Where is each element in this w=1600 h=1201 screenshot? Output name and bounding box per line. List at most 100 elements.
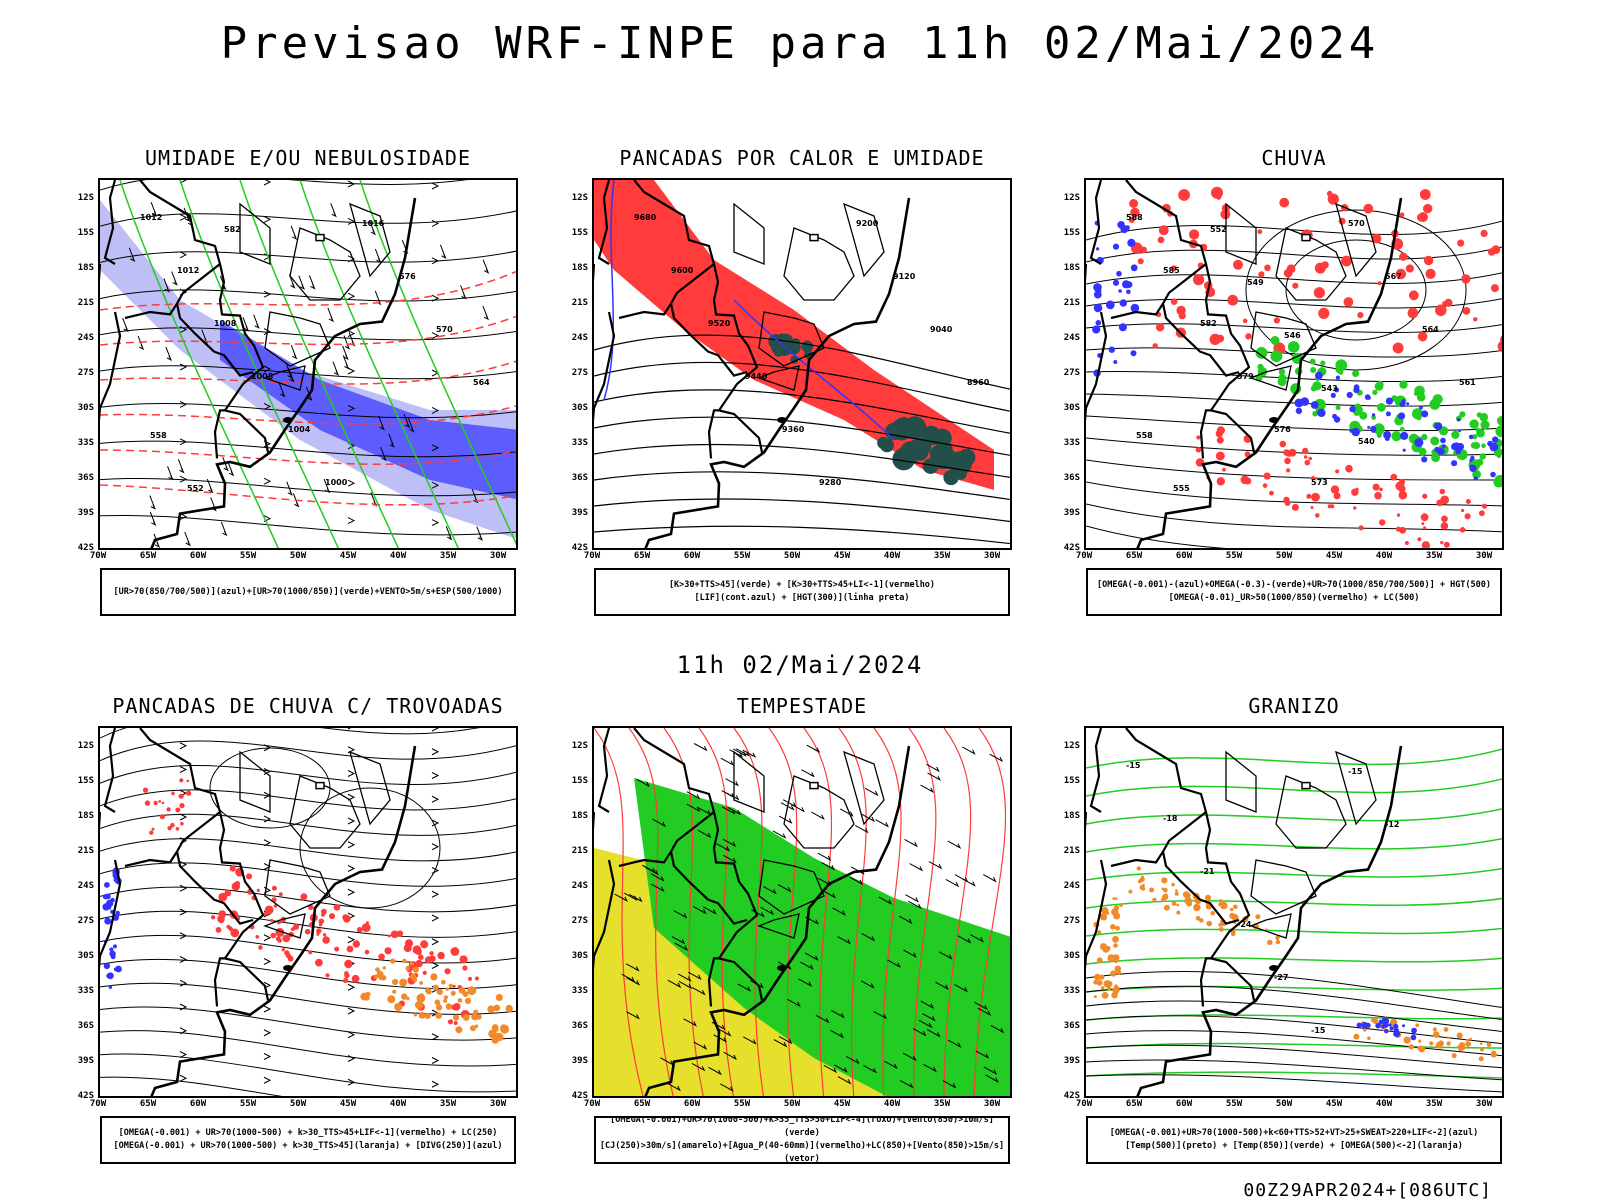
precip-cell	[1460, 527, 1466, 533]
wind-vector	[865, 788, 877, 795]
streamline-arrow	[432, 728, 438, 731]
latitude-tick-label: 39S	[1050, 508, 1080, 518]
precip-cell	[1372, 390, 1377, 395]
contour-label: 564	[1422, 325, 1439, 334]
wind-vector	[928, 773, 940, 780]
precip-cell	[1422, 494, 1427, 499]
map-frame	[98, 726, 518, 1098]
streamline-arrow	[432, 773, 438, 779]
precip-cell	[1471, 442, 1478, 449]
temp850-contour	[1086, 868, 1504, 880]
precip-cell	[1304, 455, 1308, 459]
precip-cell	[282, 948, 285, 951]
precip-cell	[433, 985, 439, 991]
lagoa-dos-patos	[283, 965, 293, 971]
wind-vector	[962, 747, 974, 754]
precip-cell	[279, 892, 283, 896]
latitude-tick-label: 30S	[558, 403, 588, 413]
precip-cell	[1386, 411, 1391, 416]
longitude-tick-label: 65W	[133, 551, 163, 561]
precip-cell	[1366, 1023, 1371, 1028]
precip-cell	[1233, 905, 1238, 910]
precip-cell	[1164, 905, 1170, 911]
federal-district	[1302, 235, 1310, 241]
temp500-contour	[1086, 986, 1504, 1020]
wind-vector	[150, 512, 155, 525]
precip-cell	[1487, 1042, 1492, 1047]
streamline-arrow	[180, 814, 186, 820]
precip-cell	[114, 877, 119, 882]
precip-cell	[1158, 237, 1165, 244]
streamline-arrow	[348, 1056, 354, 1062]
precip-cell	[1129, 199, 1138, 208]
precip-cell	[1114, 984, 1117, 987]
longitude-tick-label: 50W	[1269, 551, 1299, 561]
precip-cell	[105, 894, 111, 900]
precip-cell	[446, 987, 450, 991]
precip-cell	[1193, 904, 1200, 911]
precip-cell	[1440, 541, 1443, 544]
longitude-tick-label: 40W	[383, 551, 413, 561]
precip-cell	[1400, 432, 1408, 440]
precip-cell	[1159, 225, 1169, 235]
country-border	[1126, 180, 1254, 452]
precip-cell	[347, 946, 354, 953]
precip-cell	[1258, 271, 1264, 277]
precip-cell	[1120, 299, 1127, 306]
latitude-tick-label: 18S	[64, 811, 94, 821]
precip-cell	[1206, 921, 1212, 927]
streamline-arrow	[348, 331, 354, 337]
precip-cell	[1473, 317, 1477, 321]
precip-cell	[149, 831, 153, 835]
precip-cell	[1311, 401, 1319, 409]
latitude-tick-label: 33S	[558, 986, 588, 996]
precip-cell	[1216, 430, 1223, 437]
contour-label: -15	[1348, 767, 1363, 776]
wind-vector	[291, 345, 296, 358]
precip-cell	[1469, 459, 1472, 462]
precip-cell	[1430, 437, 1439, 446]
precip-cell	[401, 993, 407, 999]
streamline-arrow	[348, 818, 354, 824]
latitude-tick-label: 27S	[1050, 916, 1080, 926]
wind-vector	[948, 841, 960, 848]
precip-cell	[1367, 426, 1370, 429]
streamline-arrow	[432, 915, 438, 921]
precip-cell	[256, 935, 260, 939]
precip-cell	[1458, 429, 1461, 432]
precip-cell	[323, 933, 326, 936]
wind-vector	[291, 226, 296, 239]
precip-cell	[1264, 473, 1271, 480]
precip-cell	[1434, 422, 1442, 430]
precip-cell	[419, 1012, 426, 1019]
shaded-region	[100, 200, 518, 540]
wind-vector	[483, 260, 488, 273]
precip-cell	[1444, 542, 1450, 548]
legend-line: [K>30+TTS>45](verde) + [K>30+TTS>45+LI<-…	[596, 579, 1008, 592]
wind-vector	[811, 812, 823, 819]
contour-label: 564	[473, 378, 490, 387]
country-border	[215, 958, 225, 1006]
precip-cell	[1411, 1035, 1417, 1041]
precip-cell	[1244, 477, 1251, 484]
streamline-arrow	[264, 1077, 270, 1083]
precip-cell	[1113, 280, 1119, 286]
contour-label: 1012	[177, 266, 199, 275]
precip-cell	[286, 953, 291, 958]
country-border	[1201, 410, 1211, 458]
precip-cell	[1163, 888, 1168, 893]
hgt-contour	[594, 526, 1012, 544]
precip-cell	[1263, 483, 1268, 488]
precip-cell	[1115, 897, 1118, 900]
longitude-tick-label: 35W	[927, 1099, 957, 1109]
precip-cell	[1480, 413, 1489, 422]
precip-cell	[344, 960, 352, 968]
precip-cell	[1452, 1053, 1457, 1058]
precip-cell	[1345, 465, 1353, 473]
precip-cell	[1112, 897, 1115, 900]
latitude-tick-label: 18S	[64, 263, 94, 273]
precip-cell	[104, 882, 110, 888]
precip-cell	[352, 975, 360, 983]
precip-cell	[390, 959, 395, 964]
precip-cell	[1274, 317, 1280, 323]
